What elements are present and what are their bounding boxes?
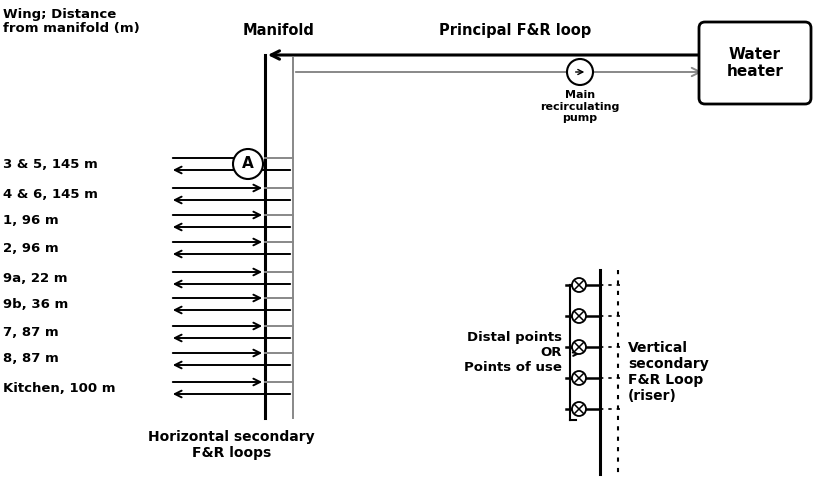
Text: Distal points
OR
Points of use: Distal points OR Points of use	[464, 331, 562, 374]
Circle shape	[233, 149, 263, 179]
Circle shape	[572, 402, 586, 416]
Text: A: A	[242, 156, 254, 171]
Circle shape	[572, 340, 586, 354]
Circle shape	[572, 278, 586, 292]
Text: Main
recirculating
pump: Main recirculating pump	[540, 90, 619, 123]
Text: 9a, 22 m: 9a, 22 m	[3, 272, 68, 285]
Text: Water
heater: Water heater	[726, 47, 783, 79]
Text: Vertical
secondary
F&R Loop
(riser): Vertical secondary F&R Loop (riser)	[628, 341, 709, 403]
Text: from manifold (m): from manifold (m)	[3, 22, 140, 35]
Circle shape	[572, 371, 586, 385]
Circle shape	[567, 59, 593, 85]
Text: Manifold: Manifold	[243, 23, 315, 38]
FancyBboxPatch shape	[699, 22, 811, 104]
Text: Kitchen, 100 m: Kitchen, 100 m	[3, 381, 115, 394]
Text: 3 & 5, 145 m: 3 & 5, 145 m	[3, 157, 98, 170]
Text: 8, 87 m: 8, 87 m	[3, 352, 59, 365]
Text: Horizontal secondary
F&R loops: Horizontal secondary F&R loops	[148, 430, 315, 460]
Text: 4 & 6, 145 m: 4 & 6, 145 m	[3, 187, 98, 200]
Circle shape	[572, 309, 586, 323]
Text: 2, 96 m: 2, 96 m	[3, 242, 59, 255]
Text: 1, 96 m: 1, 96 m	[3, 214, 59, 227]
Text: Principal F&R loop: Principal F&R loop	[439, 23, 591, 38]
Text: Wing; Distance: Wing; Distance	[3, 8, 116, 21]
Text: 9b, 36 m: 9b, 36 m	[3, 298, 69, 311]
Text: 7, 87 m: 7, 87 m	[3, 326, 59, 338]
